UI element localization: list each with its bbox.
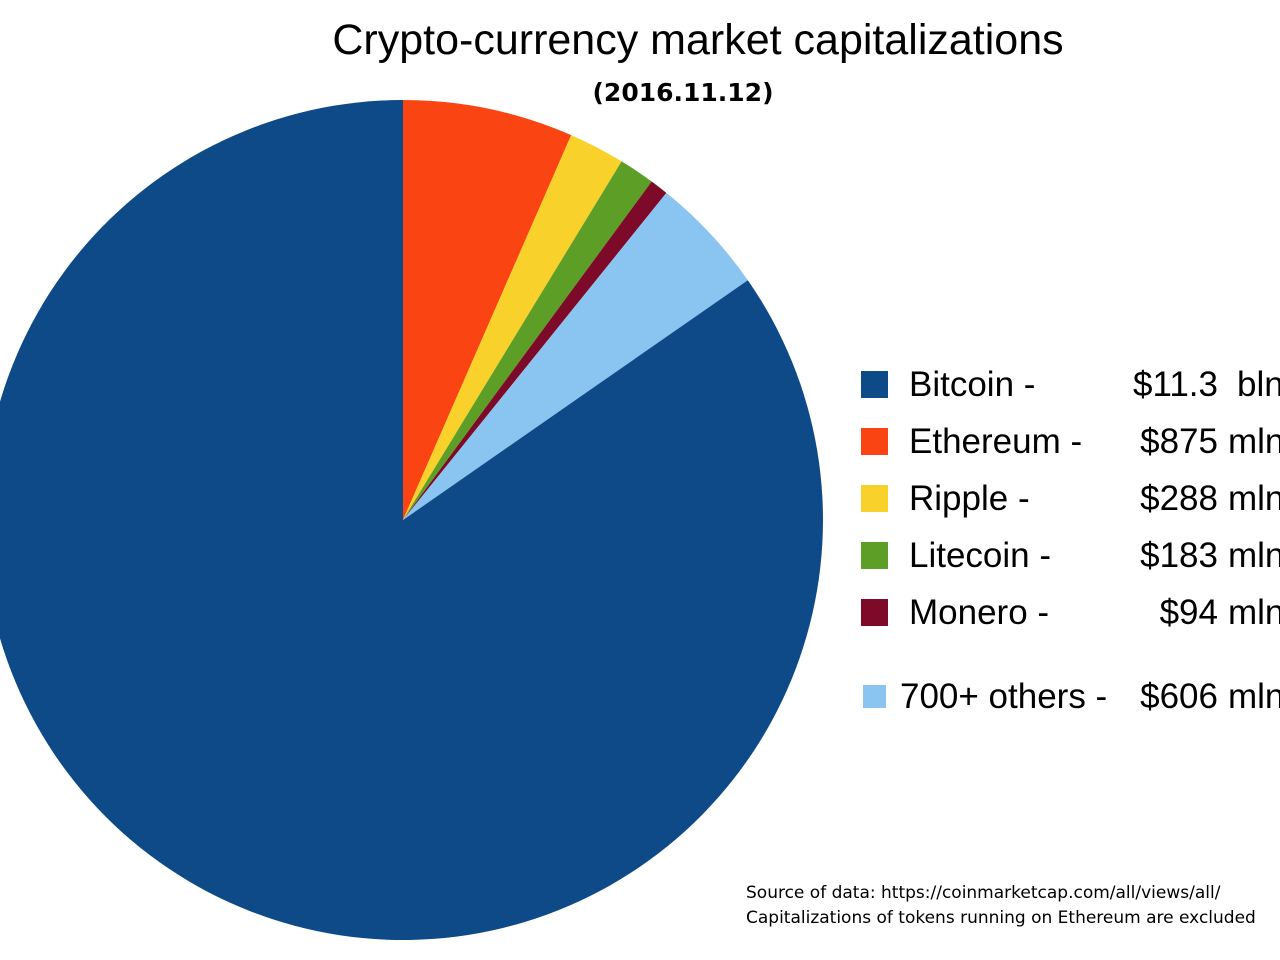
legend-label: Ripple - — [909, 479, 1030, 518]
legend-item-monero: Monero - $94 mln — [861, 595, 1280, 630]
legend-label: Litecoin - — [909, 536, 1052, 575]
legend-unit: mln — [1228, 677, 1280, 716]
source-note: Source of data: https://coinmarketcap.co… — [746, 881, 1256, 931]
legend-unit: bln — [1237, 365, 1280, 404]
legend-swatch-ripple — [861, 485, 888, 512]
legend-unit: mln — [1228, 479, 1280, 518]
legend-value: $875 — [1140, 422, 1218, 461]
pie-slice-ethereum — [403, 99, 572, 520]
legend-swatch-700-others — [863, 685, 886, 708]
legend-value: $288 — [1140, 479, 1218, 518]
source-line-2: Capitalizations of tokens running on Eth… — [746, 908, 1256, 928]
pie-slice-700-others — [403, 192, 748, 520]
source-line-1: Source of data: https://coinmarketcap.co… — [746, 883, 1221, 903]
legend-swatch-bitcoin — [861, 371, 888, 398]
legend-label: Monero - — [909, 593, 1050, 632]
pie-slice-ripple — [403, 135, 622, 520]
legend-swatch-ethereum — [861, 428, 888, 455]
legend-label: Ethereum - — [909, 422, 1083, 461]
legend-swatch-litecoin — [861, 542, 888, 569]
pie-slice-litecoin — [403, 161, 652, 520]
pie-slice-bitcoin — [0, 100, 823, 940]
legend-item-bitcoin: Bitcoin - $11.3 bln — [861, 367, 1280, 402]
legend-item-litecoin: Litecoin - $183 mln — [861, 538, 1280, 573]
legend-item-ethereum: Ethereum - $875 mln — [861, 424, 1280, 459]
legend-value: $183 — [1140, 536, 1218, 575]
legend-unit: mln — [1228, 593, 1280, 632]
pie-slice-monero — [403, 181, 667, 520]
legend-item-700-others: 700+ others - $606 mln — [861, 679, 1280, 714]
legend-value: $606 — [1140, 677, 1218, 716]
chart-title: Crypto-currency market capitalizations — [332, 16, 1064, 64]
legend-unit: mln — [1228, 422, 1280, 461]
legend-label: 700+ others - — [900, 677, 1108, 716]
legend-swatch-monero — [861, 599, 888, 626]
legend-label: Bitcoin - — [909, 365, 1036, 404]
legend-value: $94 — [1159, 593, 1218, 632]
legend-item-ripple: Ripple - $288 mln — [861, 481, 1280, 516]
chart-subtitle: (2016.11.12) — [592, 78, 774, 107]
legend-value: $11.3 — [1133, 365, 1218, 404]
legend-unit: mln — [1228, 536, 1280, 575]
